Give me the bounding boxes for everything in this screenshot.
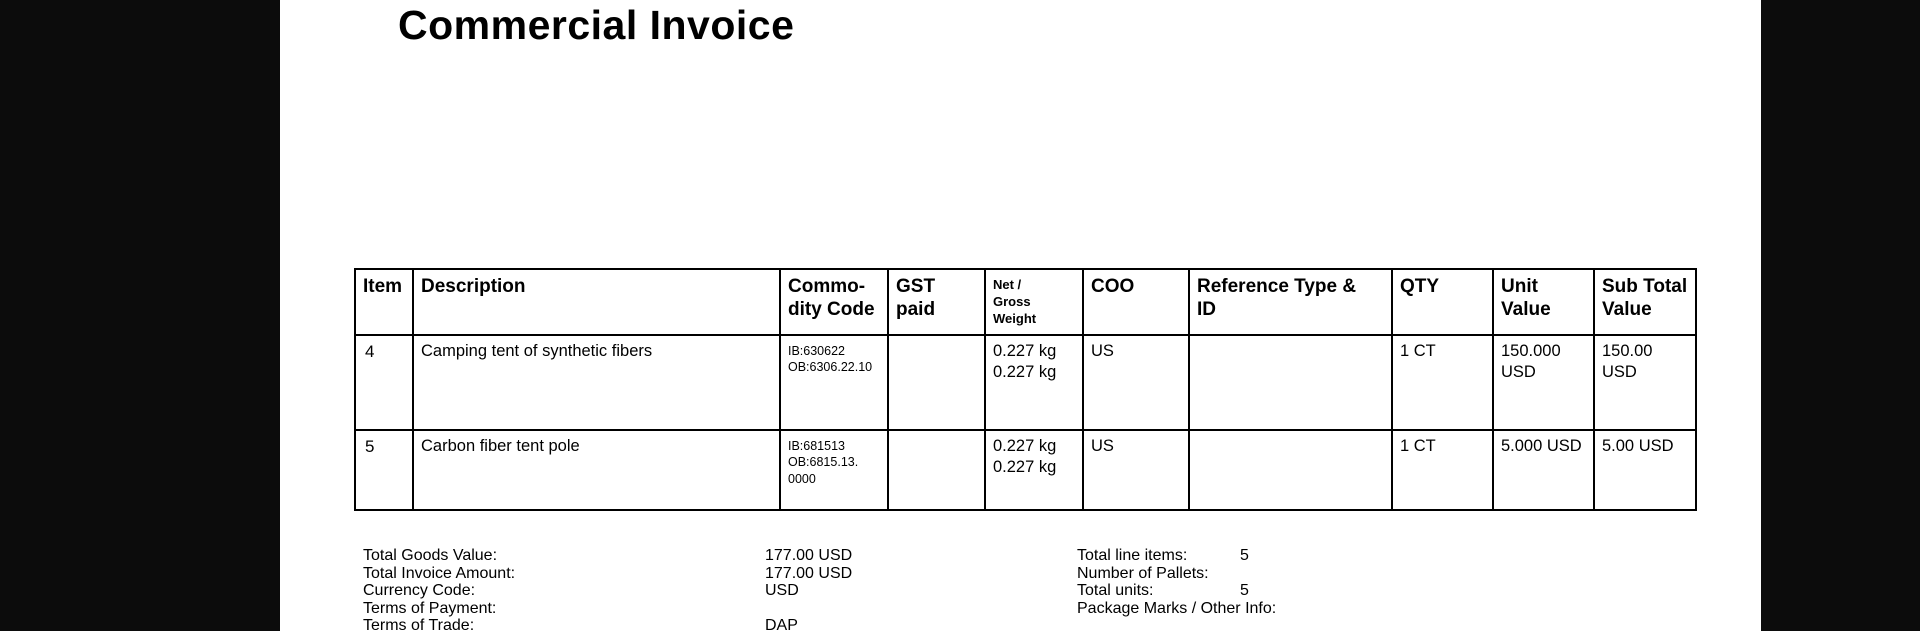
col-header-gst-paid: GST paid <box>887 268 986 336</box>
cell-gst-paid <box>887 429 986 511</box>
summary-line-total-units: Total units: 5 <box>1077 582 1717 600</box>
cell-coo: US <box>1082 334 1190 431</box>
summary-value: USD <box>765 582 799 599</box>
cell-item: 4 <box>354 334 414 431</box>
cell-description: Camping tent of synthetic fibers <box>412 334 781 431</box>
summary-value: 177.00 USD <box>765 547 853 564</box>
summary-label: Currency Code: <box>363 582 476 599</box>
summary-label: Total units: <box>1077 582 1154 599</box>
invoice-page: Commercial Invoice Item Description Comm… <box>280 0 1761 631</box>
summary-line-terms-of-trade: Terms of Trade: DAP <box>363 617 1063 631</box>
cell-net-gross-weight: 0.227 kg 0.227 kg <box>984 334 1084 431</box>
col-header-unit-value: Unit Value <box>1492 268 1595 336</box>
cell-qty: 1 CT <box>1391 429 1494 511</box>
col-header-commodity-code: Commo- dity Code <box>779 268 889 336</box>
cell-description: Carbon fiber tent pole <box>412 429 781 511</box>
summary-label: Terms of Payment: <box>363 599 497 617</box>
summary-label: Number of Pallets: <box>1077 564 1209 582</box>
summary-line-currency-code: Currency Code: USD <box>363 582 1063 600</box>
summary-label: Total line items: <box>1077 547 1188 564</box>
page-title: Commercial Invoice <box>398 2 795 48</box>
col-header-description: Description <box>412 268 781 336</box>
summary-line-package-marks: Package Marks / Other Info: <box>1077 600 1717 618</box>
cell-gst-paid <box>887 334 986 431</box>
summary-label: Total Goods Value: <box>363 547 498 564</box>
cell-unit-value: 150.000 USD <box>1492 334 1595 431</box>
summary-line-terms-of-payment: Terms of Payment: <box>363 600 1063 618</box>
summary-label: Package Marks / Other Info: <box>1077 599 1277 617</box>
invoice-line-items-table: Item Description Commo- dity Code GST pa… <box>354 268 1697 511</box>
summary-label: Total Invoice Amount: <box>363 564 516 582</box>
table-header-row: Item Description Commo- dity Code GST pa… <box>354 268 1697 336</box>
summary-value: 177.00 USD <box>765 564 853 582</box>
summary-totals: Total Goods Value: 177.00 USD Total Invoi… <box>363 547 1063 631</box>
col-header-item: Item <box>354 268 414 336</box>
summary-counts: Total line items: 5 Number of Pallets: To… <box>1077 547 1717 617</box>
summary-value: DAP <box>765 617 798 631</box>
cell-qty: 1 CT <box>1391 334 1494 431</box>
cell-commodity-code: IB:630622 OB:6306.22.10 <box>779 334 889 431</box>
summary-line-number-of-pallets: Number of Pallets: <box>1077 565 1717 583</box>
table-row: 4 Camping tent of synthetic fibers IB:63… <box>354 334 1697 431</box>
cell-reference <box>1188 334 1393 431</box>
summary-line-total-line-items: Total line items: 5 <box>1077 547 1717 565</box>
table-row: 5 Carbon fiber tent pole IB:681513 OB:68… <box>354 429 1697 511</box>
summary-value: 5 <box>1240 547 1249 564</box>
summary-line-total-goods-value: Total Goods Value: 177.00 USD <box>363 547 1063 565</box>
col-header-sub-total: Sub Total Value <box>1593 268 1697 336</box>
cell-item: 5 <box>354 429 414 511</box>
cell-reference <box>1188 429 1393 511</box>
cell-net-gross-weight: 0.227 kg 0.227 kg <box>984 429 1084 511</box>
cell-sub-total: 150.00 USD <box>1593 334 1697 431</box>
summary-value: 5 <box>1240 582 1249 599</box>
cell-unit-value: 5.000 USD <box>1492 429 1595 511</box>
col-header-net-gross-weight: Net / Gross Weight <box>984 268 1084 336</box>
summary-label: Terms of Trade: <box>363 617 475 631</box>
col-header-reference: Reference Type & ID <box>1188 268 1393 336</box>
col-header-qty: QTY <box>1391 268 1494 336</box>
cell-sub-total: 5.00 USD <box>1593 429 1697 511</box>
cell-coo: US <box>1082 429 1190 511</box>
col-header-coo: COO <box>1082 268 1190 336</box>
cell-commodity-code: IB:681513 OB:6815.13. 0000 <box>779 429 889 511</box>
summary-line-total-invoice-amount: Total Invoice Amount: 177.00 USD <box>363 565 1063 583</box>
